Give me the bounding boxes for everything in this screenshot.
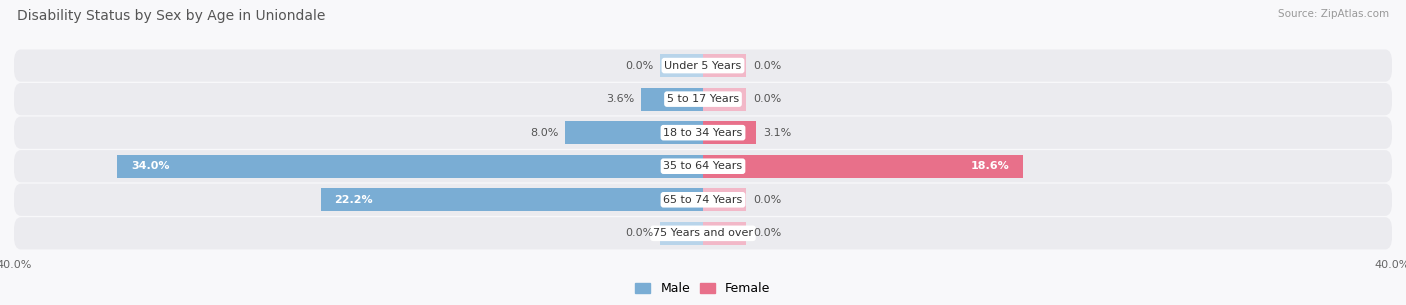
Bar <box>703 54 747 77</box>
Text: 3.1%: 3.1% <box>763 128 792 138</box>
Text: Disability Status by Sex by Age in Uniondale: Disability Status by Sex by Age in Union… <box>17 9 325 23</box>
Bar <box>641 88 703 110</box>
Text: 5 to 17 Years: 5 to 17 Years <box>666 94 740 104</box>
Bar <box>703 121 756 144</box>
FancyBboxPatch shape <box>14 150 1392 182</box>
Text: Source: ZipAtlas.com: Source: ZipAtlas.com <box>1278 9 1389 19</box>
Bar <box>703 155 1024 178</box>
FancyBboxPatch shape <box>14 217 1392 249</box>
Text: 0.0%: 0.0% <box>624 228 652 238</box>
Text: Under 5 Years: Under 5 Years <box>665 61 741 70</box>
Text: 18 to 34 Years: 18 to 34 Years <box>664 128 742 138</box>
Bar <box>659 54 703 77</box>
Bar <box>703 222 747 245</box>
Text: 65 to 74 Years: 65 to 74 Years <box>664 195 742 205</box>
Bar <box>321 188 703 211</box>
Text: 18.6%: 18.6% <box>970 161 1010 171</box>
Bar <box>703 155 1024 178</box>
Text: 22.2%: 22.2% <box>335 195 373 205</box>
Bar <box>703 121 756 144</box>
FancyBboxPatch shape <box>14 49 1392 82</box>
Text: 34.0%: 34.0% <box>131 161 170 171</box>
Text: 8.0%: 8.0% <box>530 128 558 138</box>
Legend: Male, Female: Male, Female <box>630 277 776 300</box>
Text: 0.0%: 0.0% <box>754 195 782 205</box>
Bar <box>117 155 703 178</box>
FancyBboxPatch shape <box>14 83 1392 115</box>
Bar <box>565 121 703 144</box>
Bar <box>641 88 703 110</box>
Text: 0.0%: 0.0% <box>624 61 652 70</box>
FancyBboxPatch shape <box>14 117 1392 149</box>
Text: 75 Years and over: 75 Years and over <box>652 228 754 238</box>
Bar <box>565 121 703 144</box>
Bar <box>321 188 703 211</box>
Text: 35 to 64 Years: 35 to 64 Years <box>664 161 742 171</box>
FancyBboxPatch shape <box>14 184 1392 216</box>
Text: 3.6%: 3.6% <box>606 94 634 104</box>
Bar <box>117 155 703 178</box>
Bar <box>659 222 703 245</box>
Text: 0.0%: 0.0% <box>754 228 782 238</box>
Text: 0.0%: 0.0% <box>754 94 782 104</box>
Bar <box>703 188 747 211</box>
Bar <box>703 88 747 110</box>
Text: 0.0%: 0.0% <box>754 61 782 70</box>
